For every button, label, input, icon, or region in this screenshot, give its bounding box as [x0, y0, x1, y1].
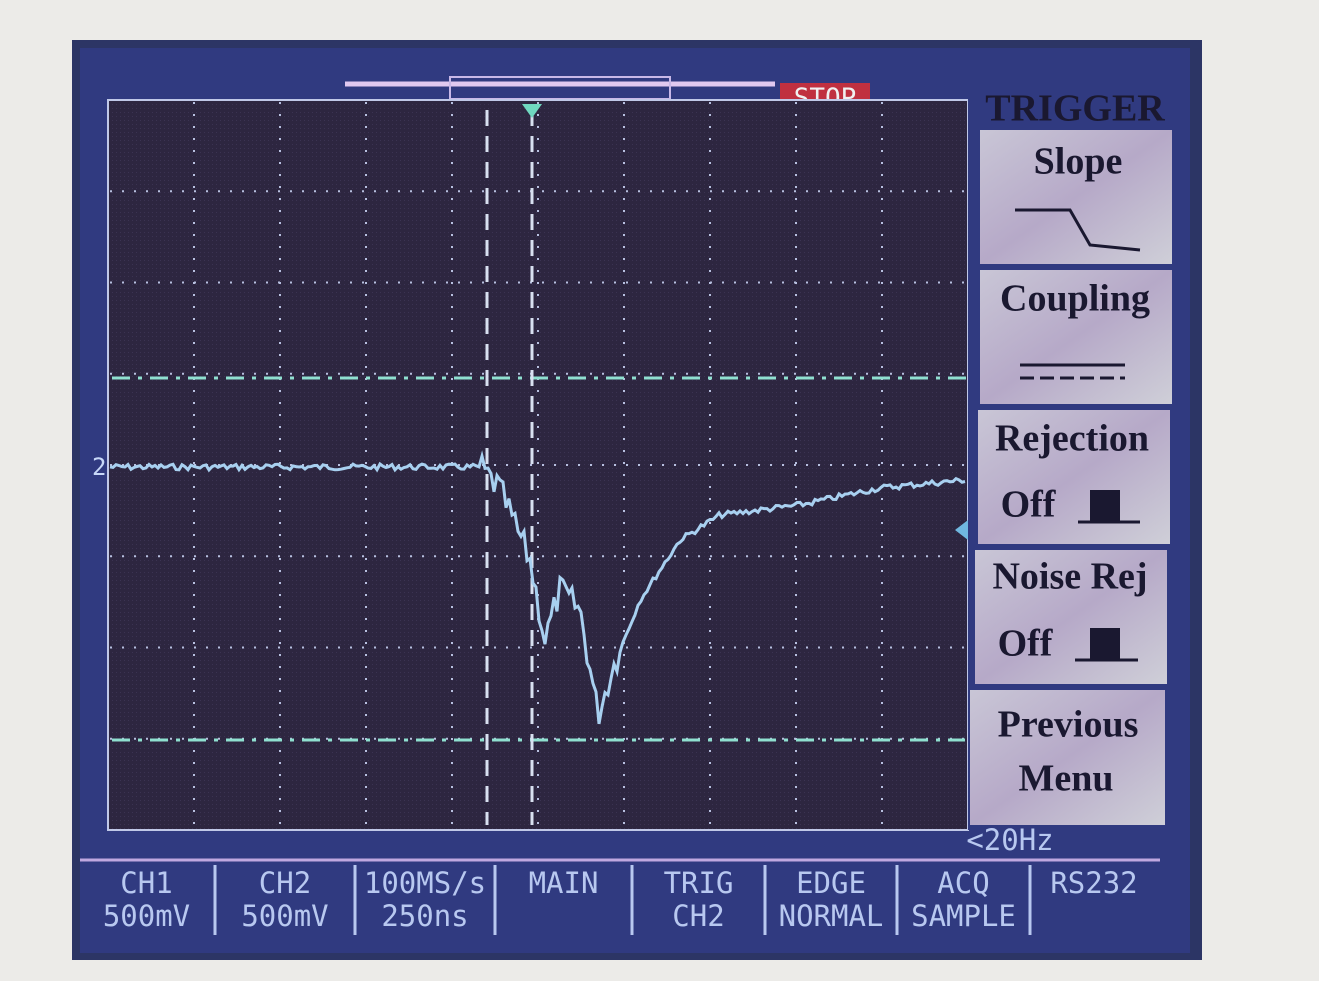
menu-label: Coupling	[1000, 278, 1150, 320]
menu-value: Off	[1001, 484, 1057, 526]
menu-label: Rejection	[995, 418, 1149, 460]
menu-value: Off	[998, 623, 1054, 665]
status-top: ACQ	[937, 866, 989, 900]
status-top: EDGE	[796, 866, 866, 900]
status-top: TRIG	[664, 866, 734, 900]
status-top: RS232	[1050, 866, 1137, 900]
channel-marker: 2	[92, 453, 106, 481]
status-top: CH1	[120, 866, 172, 900]
status-bottom: 500mV	[241, 899, 328, 933]
menu-title: TRIGGER	[985, 88, 1165, 130]
status-bottom: NORMAL	[779, 899, 884, 933]
off-icon	[1090, 628, 1120, 660]
status-top: 100MS/s	[364, 866, 486, 900]
menu-label: Noise Rej	[992, 556, 1147, 598]
status-bottom: CH2	[672, 899, 724, 933]
status-top: MAIN	[529, 866, 599, 900]
page: STOP 2 TRIGGER Slope Coupling Rejection …	[0, 0, 1319, 981]
trigger-frequency: <20Hz	[966, 823, 1053, 857]
menu-label: Slope	[1034, 141, 1123, 183]
menu-label: Menu	[1019, 758, 1114, 800]
status-top: CH2	[259, 866, 311, 900]
menu-label: Previous	[998, 704, 1139, 746]
status-bottom: 500mV	[103, 899, 190, 933]
status-bottom: SAMPLE	[911, 899, 1016, 933]
oscilloscope-photo: STOP 2 TRIGGER Slope Coupling Rejection …	[0, 0, 1319, 981]
status-bottom: 250ns	[381, 899, 468, 933]
off-icon	[1090, 490, 1120, 522]
